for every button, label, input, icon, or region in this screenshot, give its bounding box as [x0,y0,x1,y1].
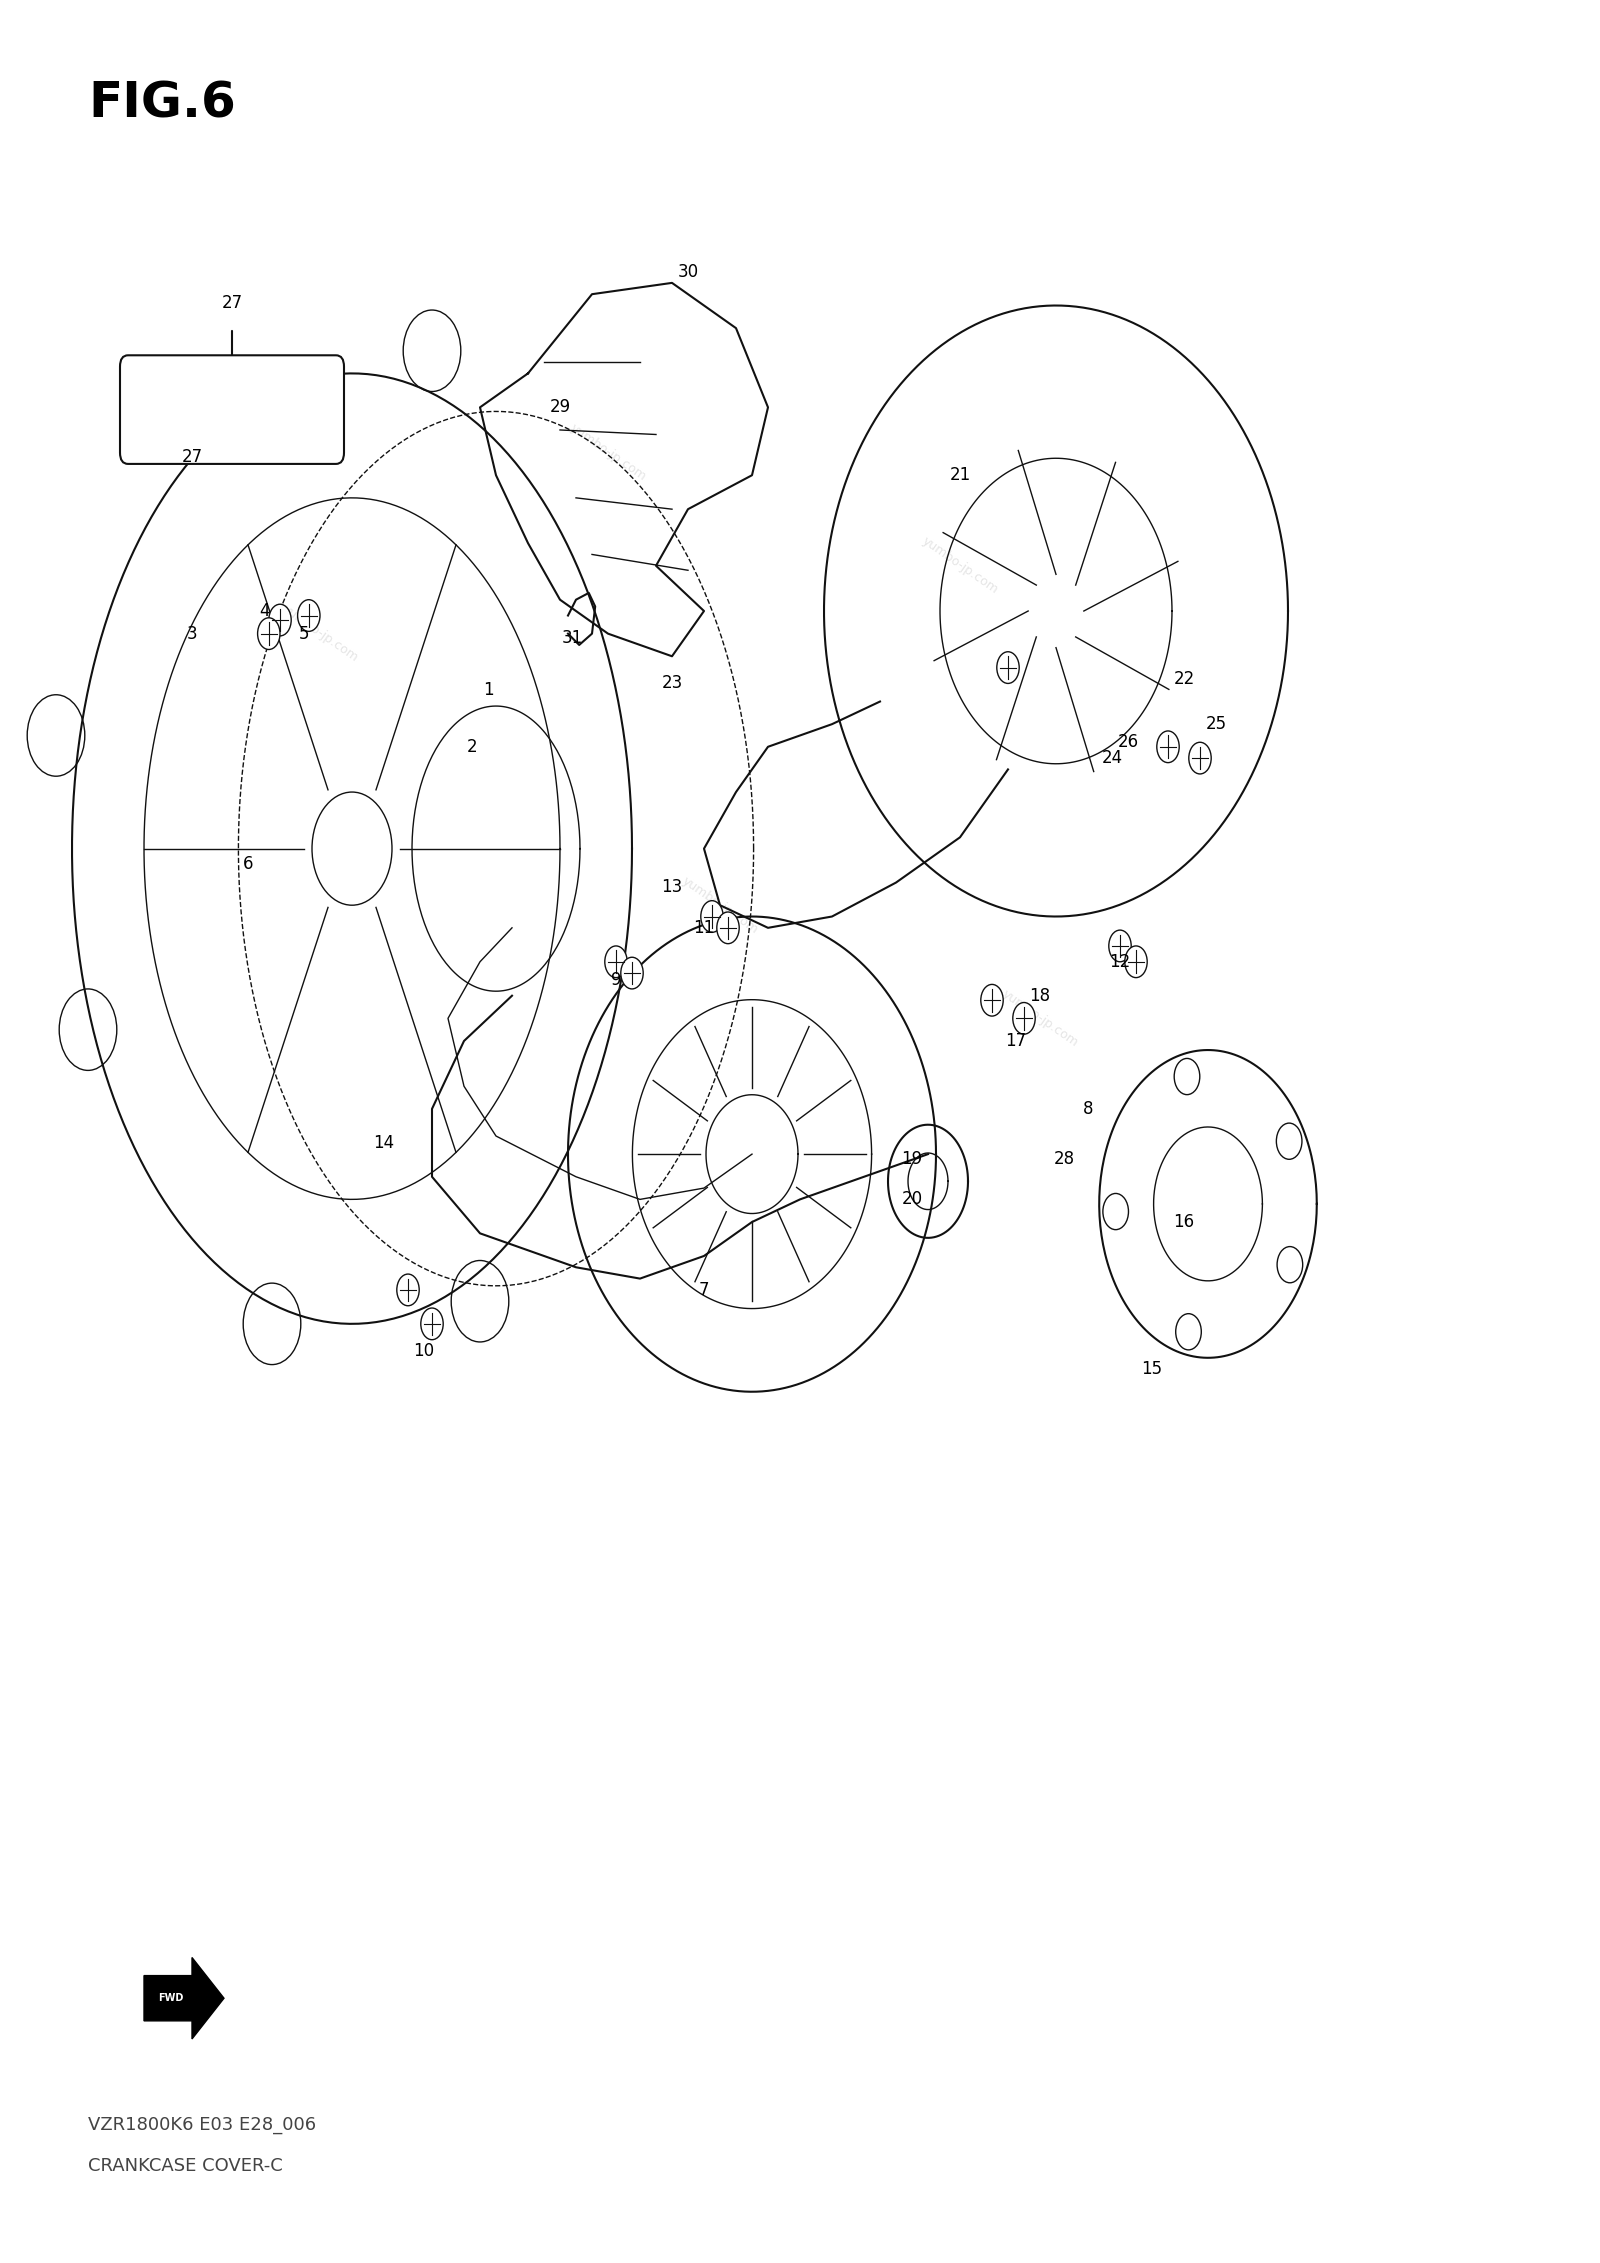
Text: yumbo-jp.com: yumbo-jp.com [1000,987,1080,1050]
Text: 19: 19 [901,1150,923,1168]
Text: 2: 2 [467,738,477,756]
Text: 17: 17 [1005,1032,1027,1050]
Text: 14: 14 [373,1134,395,1152]
Text: 7: 7 [699,1281,709,1299]
Text: 21: 21 [949,466,971,484]
Circle shape [1125,946,1147,978]
Text: 8: 8 [1083,1100,1093,1118]
Text: 30: 30 [677,263,699,281]
Text: yumbo-jp.com: yumbo-jp.com [920,534,1000,597]
Text: FIG.6: FIG.6 [88,79,235,127]
Text: 16: 16 [1173,1213,1195,1231]
Text: 15: 15 [1141,1360,1163,1378]
Text: 9: 9 [611,971,621,989]
Circle shape [621,957,643,989]
Circle shape [421,1308,443,1340]
Text: 18: 18 [1029,987,1051,1005]
Text: 5: 5 [299,625,309,643]
Text: 23: 23 [661,674,683,692]
Circle shape [269,604,291,636]
Text: yumbo-jp.com: yumbo-jp.com [280,602,360,665]
Circle shape [1109,930,1131,962]
Text: 10: 10 [413,1342,435,1360]
Text: 11: 11 [693,919,715,937]
Circle shape [981,984,1003,1016]
Text: 12: 12 [1109,953,1131,971]
Text: 28: 28 [1053,1150,1075,1168]
Text: 22: 22 [1173,670,1195,688]
Circle shape [717,912,739,944]
Text: 13: 13 [661,878,683,896]
FancyBboxPatch shape [120,355,344,464]
Text: 27: 27 [181,448,203,466]
Text: 25: 25 [1205,715,1227,733]
Text: VZR1800K6 E03 E28_006: VZR1800K6 E03 E28_006 [88,2116,317,2134]
Circle shape [1013,1003,1035,1034]
Circle shape [701,901,723,932]
Circle shape [1157,731,1179,763]
Text: FWD: FWD [158,1994,184,2003]
Text: CRANKCASE COVER-C: CRANKCASE COVER-C [88,2157,283,2175]
Circle shape [298,600,320,631]
Polygon shape [144,1957,224,2039]
Circle shape [1189,742,1211,774]
Circle shape [397,1274,419,1306]
Circle shape [258,618,280,649]
Text: yumbo-jp.com: yumbo-jp.com [680,874,760,937]
Text: 6: 6 [243,855,253,874]
Text: 4: 4 [259,602,269,620]
Text: 26: 26 [1117,733,1139,751]
Text: 29: 29 [549,398,571,416]
Text: 27: 27 [221,294,243,312]
Text: yumbo-jp.com: yumbo-jp.com [568,421,648,484]
Text: 3: 3 [187,625,197,643]
Text: 1: 1 [483,681,493,699]
Text: 3 4 0 0m1: 3 4 0 0m1 [182,401,282,419]
Circle shape [605,946,627,978]
Text: 24: 24 [1101,749,1123,767]
Text: 20: 20 [901,1190,923,1208]
Text: 31: 31 [562,629,584,647]
Circle shape [997,652,1019,683]
